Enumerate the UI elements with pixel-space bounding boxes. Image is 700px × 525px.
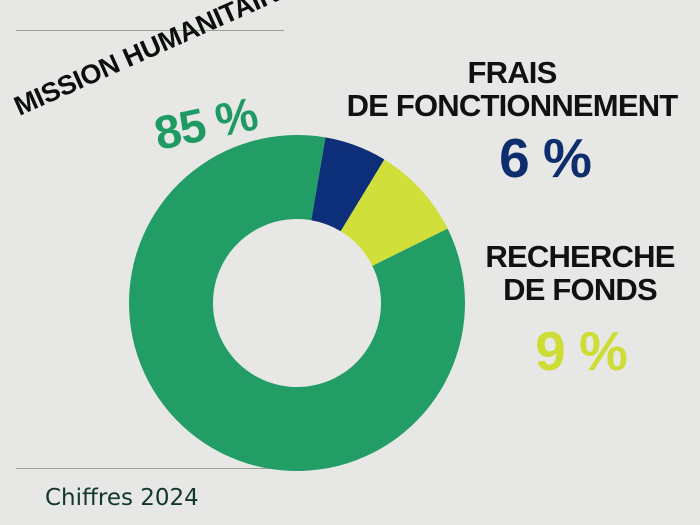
- recherche-label-line-1: RECHERCHE: [485, 239, 675, 274]
- frais-de-fonctionnement-value: 6 %: [499, 127, 592, 189]
- frais-label-line-1: FRAIS: [467, 55, 557, 90]
- frais-de-fonctionnement-label: FRAIS DE FONCTIONNEMENT: [332, 55, 692, 123]
- donut-slice-frais-de-fonctionnement: [311, 137, 385, 232]
- donut-slice-mission-humanitaire: [129, 135, 465, 472]
- footer-year: Chiffres 2024: [45, 485, 199, 511]
- recherche-de-fonds-value: 9 %: [535, 320, 628, 382]
- donut-slice-recherche-de-fonds: [340, 159, 448, 266]
- frais-label-line-2: DE FONCTIONNEMENT: [346, 87, 679, 123]
- recherche-de-fonds-label: RECHERCHE DE FONDS: [480, 239, 680, 307]
- top-rule: [16, 30, 284, 31]
- recherche-label-line-2: DE FONDS: [503, 271, 658, 307]
- bottom-rule: [16, 468, 292, 469]
